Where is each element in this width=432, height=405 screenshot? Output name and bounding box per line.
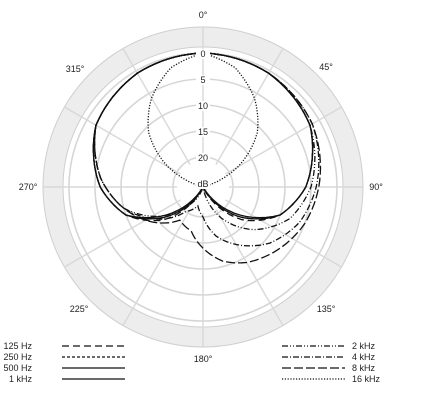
legend-label-125-hz: 125 Hz	[3, 341, 32, 351]
grid-spoke	[122, 48, 191, 165]
db-label-20: 20	[198, 153, 208, 163]
grid-spoke	[215, 209, 284, 326]
grid-spoke	[122, 209, 191, 326]
db-label-0: 0	[200, 49, 205, 59]
angle-label-45: 45°	[319, 62, 333, 72]
grid-spoke	[64, 199, 181, 268]
legend-label-1-khz: 1 kHz	[9, 374, 33, 384]
db-label-dB: dB	[197, 179, 208, 189]
angle-label-225: 225°	[70, 304, 89, 314]
db-label-bg	[196, 49, 210, 59]
grid-spoke	[225, 199, 342, 268]
legend-label-500-hz: 500 Hz	[3, 363, 32, 373]
db-label-bg	[196, 179, 210, 189]
db-label-15: 15	[198, 127, 208, 137]
angle-spokes	[43, 27, 363, 347]
legend-label-250-hz: 250 Hz	[3, 352, 32, 362]
legend-label-16-khz: 16 kHz	[352, 374, 381, 384]
axis-labels: 0° 45° 90° 135° 180° 225° 270° 315° 0 5 10 15 20 dB	[19, 10, 384, 364]
db-label-bg	[196, 153, 210, 163]
db-label-5: 5	[200, 75, 205, 85]
legend-label-2-khz: 2 kHz	[352, 341, 376, 351]
angle-label-180: 180°	[194, 354, 213, 364]
db-label-10: 10	[198, 101, 208, 111]
db-label-bg	[196, 127, 210, 137]
series-curve-16-khz	[147, 52, 259, 188]
angle-label-0: 0°	[199, 10, 208, 20]
angle-label-135: 135°	[317, 304, 336, 314]
grid-spoke	[64, 106, 181, 175]
angle-label-270: 270°	[19, 182, 38, 192]
series-curve-4-khz	[93, 52, 320, 247]
db-label-bg	[196, 101, 210, 111]
grid-spoke	[225, 106, 342, 175]
db-label-bg	[196, 75, 210, 85]
angle-label-90: 90°	[369, 182, 383, 192]
angle-label-315: 315°	[66, 64, 85, 74]
legend-label-8-khz: 8 kHz	[352, 363, 376, 373]
series-curve-8-khz	[93, 52, 322, 264]
grid-spoke	[215, 48, 284, 165]
legend-label-4-khz: 4 kHz	[352, 352, 376, 362]
